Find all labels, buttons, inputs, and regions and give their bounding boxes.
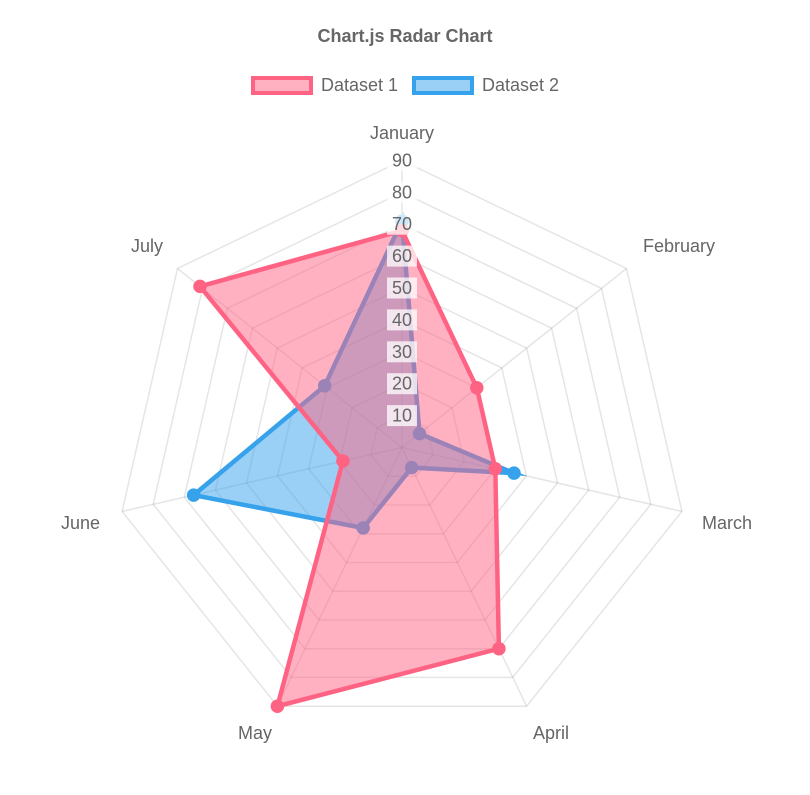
tick-label-30: 30 xyxy=(392,342,412,362)
axis-labels: January February March April May June July xyxy=(61,123,752,743)
tick-backdrop xyxy=(387,373,417,395)
tick-label-20: 20 xyxy=(392,374,412,394)
tick-backdrop xyxy=(387,213,417,235)
legend-label-dataset-1: Dataset 1 xyxy=(320,75,398,95)
tick-backdrop xyxy=(387,405,417,427)
dataset-1-point-february[interactable] xyxy=(470,381,484,395)
legend-label-dataset-2: Dataset 2 xyxy=(482,75,560,95)
tick-label-10: 10 xyxy=(392,406,412,426)
axis-label-may: May xyxy=(238,723,272,743)
dataset-1-point-march[interactable] xyxy=(488,462,503,476)
tick-backdrop xyxy=(387,341,417,363)
tick-backdrop xyxy=(387,277,417,299)
tick-label-40: 40 xyxy=(392,310,412,330)
dataset-2-point-march[interactable] xyxy=(507,466,521,480)
axis-label-february: February xyxy=(643,236,715,256)
tick-label-60: 60 xyxy=(392,246,412,266)
axis-label-january: January xyxy=(370,123,434,143)
radial-ticks: 10 20 30 40 50 60 70 80 90 xyxy=(387,149,417,427)
legend-item-dataset-2[interactable]: Dataset 2 xyxy=(412,75,559,96)
legend: Dataset 1 Dataset 2 xyxy=(0,75,810,96)
legend-swatch-dataset-1 xyxy=(250,76,313,95)
tick-backdrop xyxy=(387,309,417,331)
dataset-1-point-june[interactable] xyxy=(336,454,350,468)
tick-label-50: 50 xyxy=(392,278,412,298)
axis-label-june: June xyxy=(61,513,100,533)
tick-backdrop xyxy=(387,245,417,267)
dataset-2-point-june[interactable] xyxy=(186,488,201,502)
legend-item-dataset-1[interactable]: Dataset 1 xyxy=(250,75,398,96)
grid-ring-90 xyxy=(121,159,683,707)
dataset-1-series xyxy=(193,223,506,713)
chart-title: Chart.js Radar Chart xyxy=(317,26,493,46)
dataset-1-point-may[interactable] xyxy=(270,699,285,713)
tick-label-70: 70 xyxy=(392,214,412,234)
grid-ring-80 xyxy=(152,191,652,679)
dataset-1-area[interactable] xyxy=(196,227,502,710)
axis-label-april: April xyxy=(533,723,569,743)
dataset-1-point-july[interactable] xyxy=(193,279,207,294)
axis-label-march: March xyxy=(702,513,752,533)
axis-label-july: July xyxy=(131,236,163,256)
dataset-1-point-april[interactable] xyxy=(492,641,506,656)
tick-backdrop xyxy=(387,149,417,171)
tick-label-90: 90 xyxy=(392,150,412,170)
tick-label-80: 80 xyxy=(392,182,412,202)
tick-backdrop xyxy=(387,181,417,203)
legend-swatch-dataset-2 xyxy=(412,76,474,95)
